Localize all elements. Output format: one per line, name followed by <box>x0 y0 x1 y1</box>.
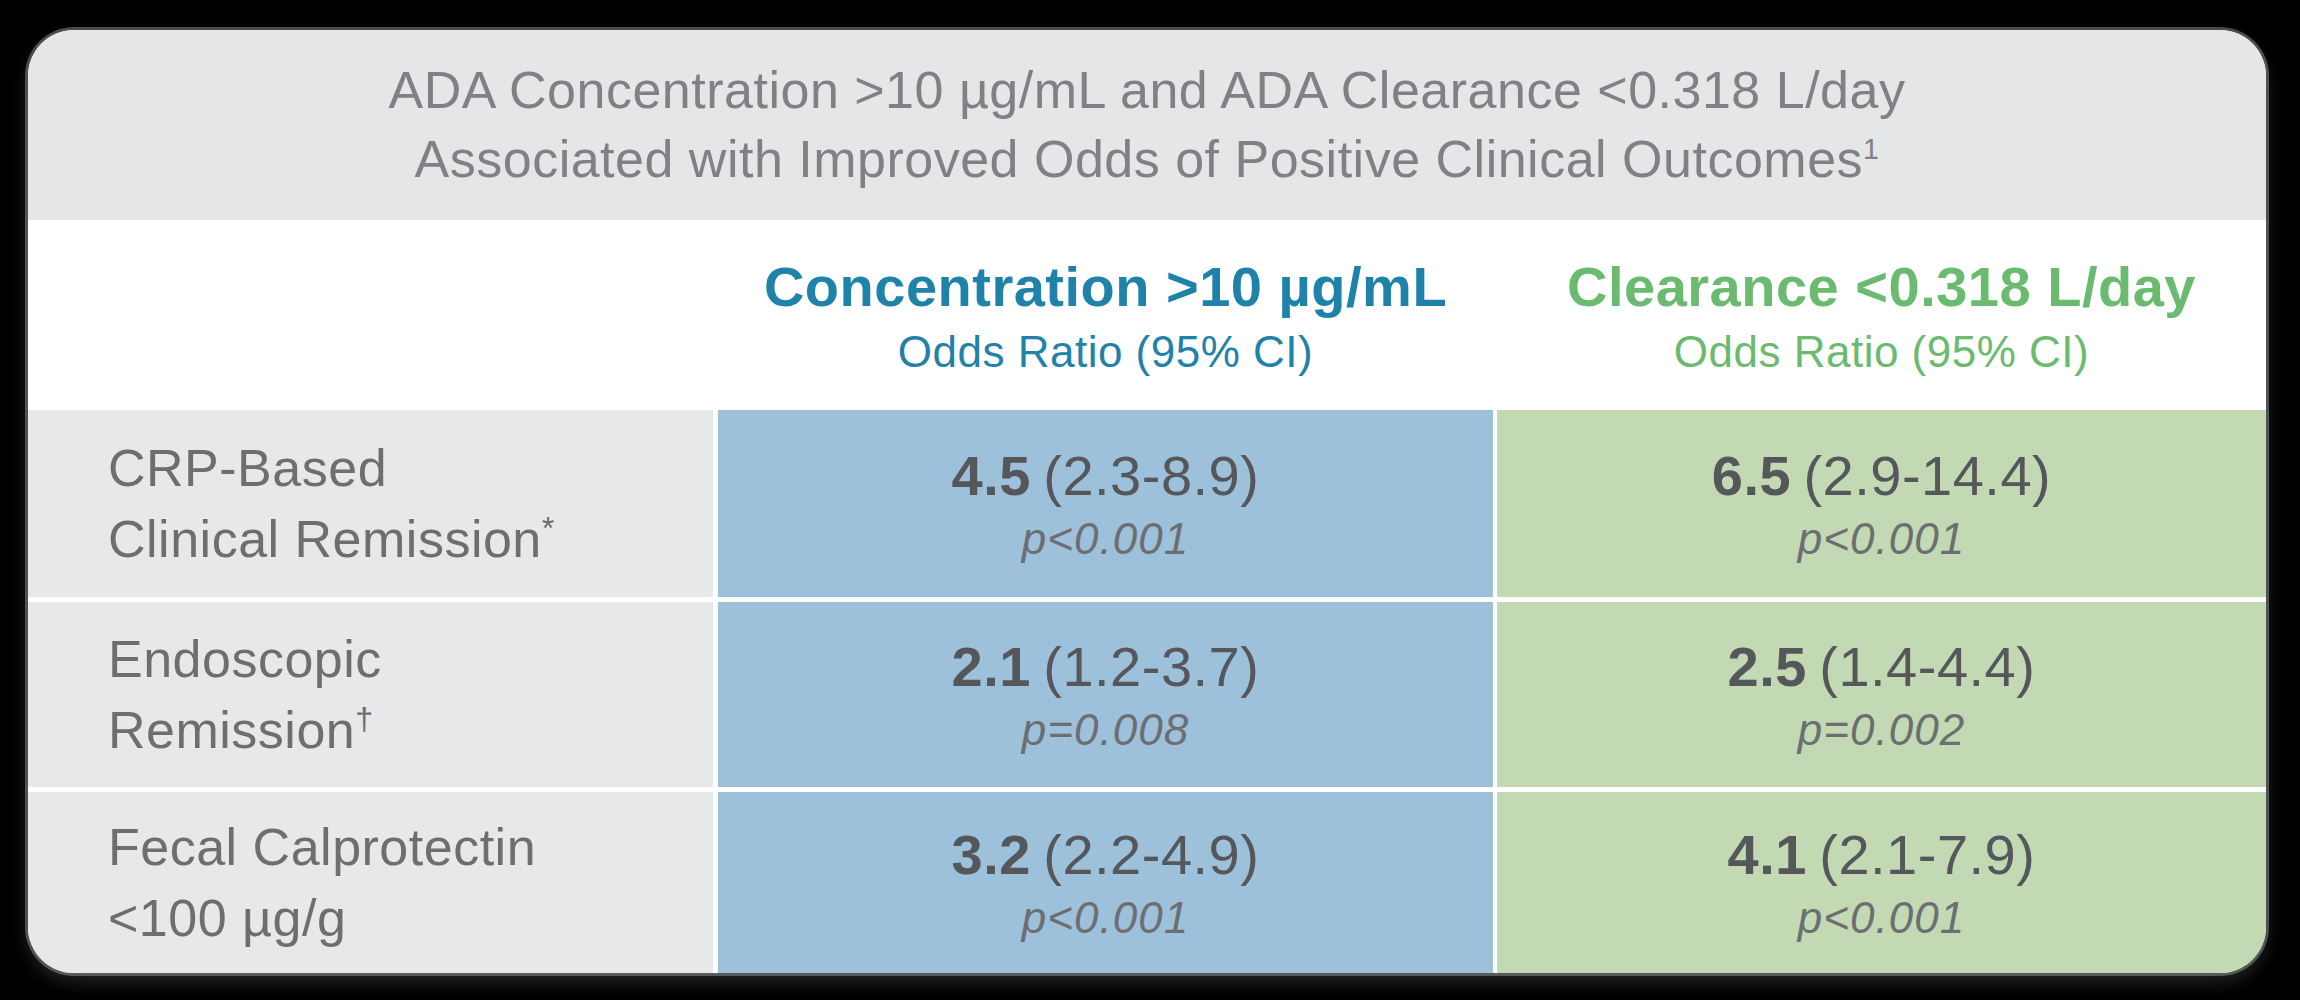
row-label-line1: Endoscopic <box>108 624 713 694</box>
table-title: ADA Concentration >10 µg/mL and ADA Clea… <box>28 30 2266 220</box>
odds-ratio-value: 4.5 <box>952 444 1031 507</box>
p-value: p<0.001 <box>1798 893 1965 943</box>
odds-ratio-value: 4.1 <box>1728 823 1807 886</box>
odds-ratio-line: 4.1(2.1-7.9) <box>1728 822 2036 887</box>
cell-crp-concentration: 4.5(2.3-8.9) p<0.001 <box>718 410 1493 597</box>
odds-ratio-value: 6.5 <box>1712 444 1791 507</box>
odds-ratio-line: 6.5(2.9-14.4) <box>1712 443 2051 508</box>
confidence-interval: (2.9-14.4) <box>1803 444 2051 507</box>
odds-ratio-value: 2.5 <box>1728 635 1807 698</box>
p-value: p<0.001 <box>1022 893 1189 943</box>
row-label-line2-wrap: <100 µg/g <box>108 883 713 953</box>
clearance-header-subtitle: Odds Ratio (95% CI) <box>1674 327 2089 377</box>
cell-endoscopic-clearance: 2.5(1.4-4.4) p=0.002 <box>1497 602 2266 787</box>
odds-ratio-line: 2.1(1.2-3.7) <box>952 634 1260 699</box>
confidence-interval: (2.3-8.9) <box>1043 444 1259 507</box>
p-value: p=0.008 <box>1022 705 1189 755</box>
row-label-line1: Fecal Calprotectin <box>108 812 713 882</box>
confidence-interval: (1.4-4.4) <box>1819 635 2035 698</box>
p-value: p=0.002 <box>1798 705 1965 755</box>
row-label-endoscopic-remission: Endoscopic Remission† <box>28 602 713 787</box>
table-title-line2-text: Associated with Improved Odds of Positiv… <box>415 130 1864 188</box>
odds-ratio-value: 2.1 <box>952 635 1031 698</box>
outcomes-table-card: ADA Concentration >10 µg/mL and ADA Clea… <box>28 30 2266 973</box>
table-title-line2: Associated with Improved Odds of Positiv… <box>415 125 1880 194</box>
odds-ratio-value: 3.2 <box>952 823 1031 886</box>
row-label-line2-wrap: Remission† <box>108 695 713 765</box>
row-label-line2: Clinical Remission <box>108 510 542 568</box>
odds-ratio-line: 3.2(2.2-4.9) <box>952 822 1260 887</box>
cell-fecal-clearance: 4.1(2.1-7.9) p<0.001 <box>1497 792 2266 973</box>
cell-crp-clearance: 6.5(2.9-14.4) p<0.001 <box>1497 410 2266 597</box>
dagger-footnote-marker: † <box>355 700 373 736</box>
column-header-clearance: Clearance <0.318 L/day Odds Ratio (95% C… <box>1497 220 2266 410</box>
asterisk-footnote-marker: * <box>542 509 555 545</box>
concentration-header-label: Concentration >10 µg/mL <box>764 254 1447 319</box>
odds-ratio-line: 2.5(1.4-4.4) <box>1728 634 2036 699</box>
row-label-line2: Remission <box>108 701 355 759</box>
table-title-line1: ADA Concentration >10 µg/mL and ADA Clea… <box>389 56 1906 125</box>
row-label-fecal-calprotectin: Fecal Calprotectin <100 µg/g <box>28 792 713 973</box>
row-label-crp-clinical-remission: CRP-Based Clinical Remission* <box>28 410 713 597</box>
cell-endoscopic-concentration: 2.1(1.2-3.7) p=0.008 <box>718 602 1493 787</box>
clearance-header-label: Clearance <0.318 L/day <box>1567 254 2196 319</box>
odds-ratio-line: 4.5(2.3-8.9) <box>952 443 1260 508</box>
p-value: p<0.001 <box>1022 514 1189 564</box>
concentration-header-subtitle: Odds Ratio (95% CI) <box>898 327 1313 377</box>
cell-fecal-concentration: 3.2(2.2-4.9) p<0.001 <box>718 792 1493 973</box>
confidence-interval: (2.2-4.9) <box>1043 823 1259 886</box>
confidence-interval: (1.2-3.7) <box>1043 635 1259 698</box>
row-label-line2: <100 µg/g <box>108 889 346 947</box>
row-label-line1: CRP-Based <box>108 433 713 503</box>
confidence-interval: (2.1-7.9) <box>1819 823 2035 886</box>
column-header-concentration: Concentration >10 µg/mL Odds Ratio (95% … <box>718 220 1493 410</box>
title-reference-superscript: 1 <box>1863 133 1879 165</box>
p-value: p<0.001 <box>1798 514 1965 564</box>
row-label-line2-wrap: Clinical Remission* <box>108 504 713 574</box>
